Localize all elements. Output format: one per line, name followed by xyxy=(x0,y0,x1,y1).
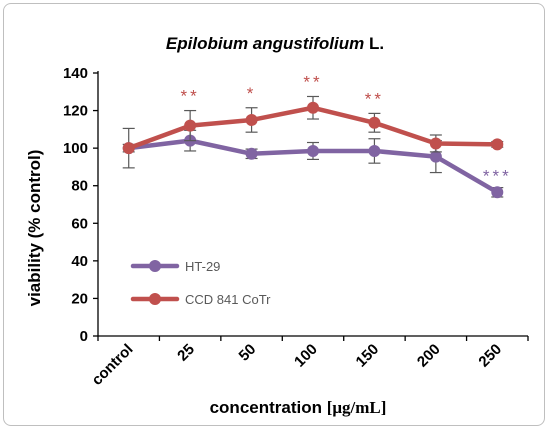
x-tick-label: 100 xyxy=(291,341,321,371)
legend-marker xyxy=(149,260,161,272)
chart-title-suffix: L. xyxy=(364,34,384,53)
x-tick-label: 25 xyxy=(174,341,198,365)
significance-marker: ** xyxy=(365,89,384,108)
x-tick-label: 250 xyxy=(475,341,505,371)
y-axis-title: viability (% control) xyxy=(25,150,44,307)
x-tick-label: 150 xyxy=(353,341,383,371)
x-tick-label: 50 xyxy=(236,341,260,365)
y-tick-label: 120 xyxy=(63,103,88,120)
significance-marker: ** xyxy=(181,87,200,106)
y-tick-labels: 0 20 40 60 80 100 120 140 xyxy=(63,65,88,345)
series-0: *** xyxy=(122,127,512,199)
y-tick-label: 0 xyxy=(80,328,88,345)
y-tick-label: 20 xyxy=(71,290,88,307)
data-point xyxy=(245,113,258,126)
significance-marker: ** xyxy=(303,72,322,91)
series-layer: ***** ***** xyxy=(122,72,512,199)
x-tick-labels: control 25 50 100 150 200 250 xyxy=(89,341,506,389)
y-tick-label: 40 xyxy=(71,253,88,270)
y-tick-label: 60 xyxy=(71,215,88,232)
x-tick-label: control xyxy=(89,341,137,389)
legend: HT-29 CCD 841 CoTr xyxy=(130,259,271,307)
axes xyxy=(93,71,529,341)
data-point xyxy=(491,186,504,199)
x-tick-label: 200 xyxy=(414,341,444,371)
x-axis-title-unit: [μg/mL] xyxy=(327,398,387,417)
chart-title-species: Epilobium angustifolium xyxy=(166,34,364,53)
y-tick-label: 140 xyxy=(63,65,88,82)
significance-marker: * xyxy=(247,84,257,103)
data-point xyxy=(307,101,319,114)
series-1: ** ***** xyxy=(122,72,504,155)
chart-title: Epilobium angustifolium L. xyxy=(166,34,384,53)
data-point xyxy=(245,147,258,160)
data-point xyxy=(429,137,442,150)
data-point xyxy=(491,138,504,151)
legend-marker xyxy=(149,293,161,305)
data-point xyxy=(429,150,442,163)
y-tick-label: 100 xyxy=(63,140,88,157)
data-point xyxy=(307,144,319,157)
legend-label: CCD 841 CoTr xyxy=(185,292,271,307)
significance-marker: *** xyxy=(483,167,512,186)
x-axis-title: concentration [μg/mL] xyxy=(210,398,387,417)
y-tick-label: 80 xyxy=(71,178,88,195)
data-point xyxy=(122,142,135,155)
data-point xyxy=(184,119,197,132)
data-point xyxy=(368,116,381,129)
data-point xyxy=(368,144,381,157)
x-axis-title-text: concentration xyxy=(210,398,327,417)
legend-label: HT-29 xyxy=(185,259,220,274)
